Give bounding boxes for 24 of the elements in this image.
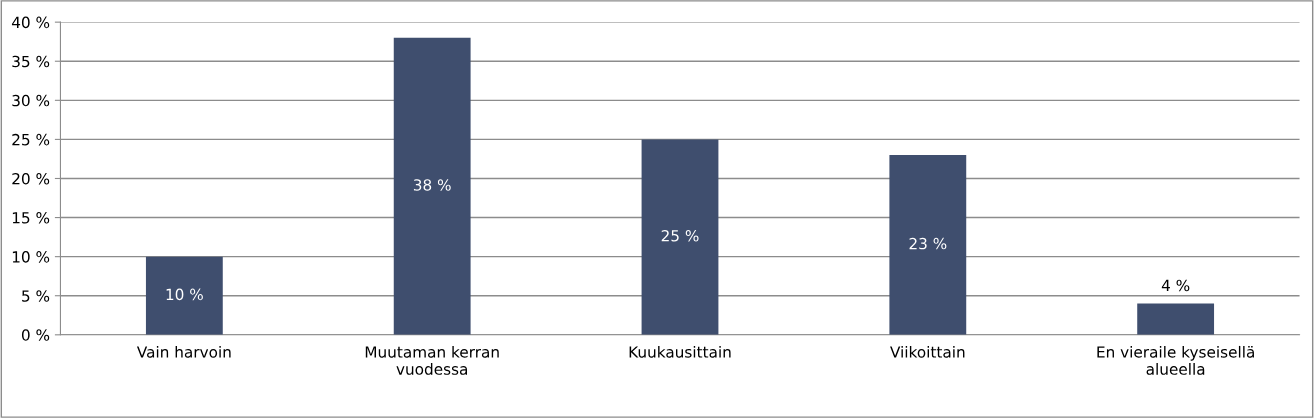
data-label: 23 % <box>909 237 947 250</box>
x-tick-label: En vieraile kyseisellä alueella <box>1097 345 1254 375</box>
y-tick-label: 35 % <box>12 55 50 68</box>
data-label: 38 % <box>413 179 451 191</box>
y-tick-label: 0 % <box>21 329 50 341</box>
y-tick-label: 30 % <box>12 94 50 107</box>
bar <box>145 256 223 335</box>
x-tick-label: Viikoittain <box>890 345 965 358</box>
bar <box>1137 303 1215 335</box>
data-label: 25 % <box>661 229 699 242</box>
y-tick-label: 20 % <box>12 172 50 185</box>
bar <box>393 37 471 335</box>
x-tick-label: Kuukausittain <box>629 345 731 358</box>
bar <box>889 155 967 335</box>
x-tick-label: Vain harvoin <box>136 345 231 358</box>
y-tick-label: 5 % <box>22 290 50 302</box>
y-tick-label: 10 % <box>12 251 50 263</box>
x-tick-label: Muutaman kerran vuodessa <box>365 345 499 375</box>
y-tick-label: 40 % <box>11 16 50 29</box>
data-label: 10 % <box>166 288 203 301</box>
bar <box>641 139 719 335</box>
y-tick-label: 15 % <box>12 212 50 224</box>
y-tick-label: 25 % <box>12 133 50 146</box>
data-label: 4 % <box>1161 279 1190 292</box>
